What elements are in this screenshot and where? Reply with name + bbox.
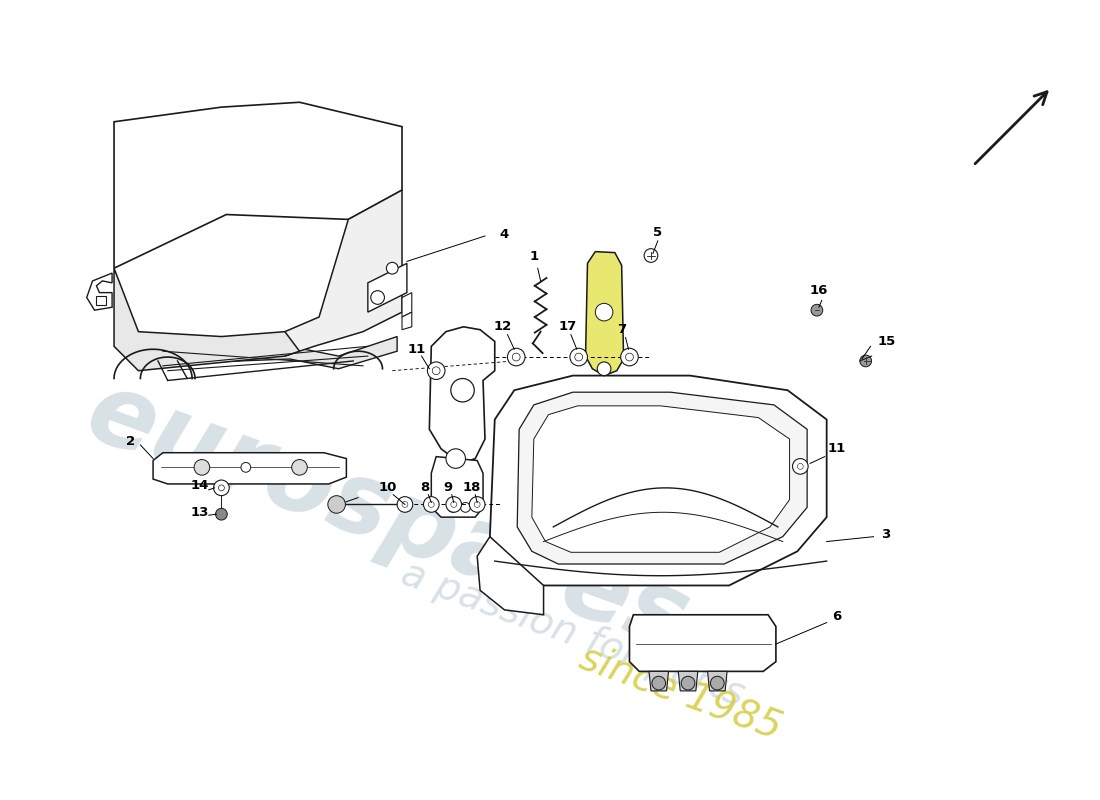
Circle shape (428, 362, 446, 379)
Circle shape (213, 480, 229, 496)
Circle shape (241, 462, 251, 472)
Text: 3: 3 (881, 528, 890, 542)
Text: since 1985: since 1985 (574, 638, 786, 747)
Circle shape (595, 303, 613, 321)
Polygon shape (87, 273, 112, 310)
Circle shape (292, 459, 307, 475)
Circle shape (461, 502, 471, 512)
Text: 16: 16 (810, 284, 828, 297)
Circle shape (792, 458, 808, 474)
Text: 5: 5 (653, 226, 662, 238)
Circle shape (216, 508, 228, 520)
Circle shape (626, 353, 634, 361)
Circle shape (428, 502, 435, 507)
Circle shape (798, 463, 803, 470)
Circle shape (513, 353, 520, 361)
Circle shape (474, 502, 480, 507)
Text: 9: 9 (443, 482, 452, 494)
Circle shape (371, 290, 384, 304)
Polygon shape (114, 102, 402, 268)
Text: 11: 11 (407, 342, 426, 356)
Circle shape (328, 496, 345, 514)
Polygon shape (477, 537, 543, 614)
Circle shape (446, 497, 462, 512)
Circle shape (386, 262, 398, 274)
Polygon shape (402, 312, 411, 330)
Polygon shape (707, 671, 727, 691)
Polygon shape (629, 614, 776, 671)
Circle shape (470, 497, 485, 512)
Circle shape (402, 502, 408, 507)
Polygon shape (429, 326, 495, 463)
Circle shape (711, 676, 724, 690)
Polygon shape (114, 268, 299, 370)
Circle shape (597, 362, 611, 375)
Circle shape (451, 378, 474, 402)
Circle shape (570, 348, 587, 366)
Text: 13: 13 (190, 506, 209, 518)
Text: 6: 6 (832, 610, 842, 623)
Polygon shape (97, 295, 107, 306)
Polygon shape (531, 406, 790, 552)
Circle shape (448, 502, 458, 512)
Circle shape (432, 367, 440, 374)
Polygon shape (431, 457, 483, 517)
Circle shape (397, 497, 412, 512)
Polygon shape (153, 453, 346, 484)
Circle shape (507, 348, 525, 366)
Circle shape (811, 304, 823, 316)
Text: 1: 1 (529, 250, 538, 263)
Polygon shape (139, 337, 397, 369)
Text: 18: 18 (462, 482, 481, 494)
Polygon shape (367, 263, 407, 312)
Polygon shape (585, 252, 624, 375)
Polygon shape (490, 375, 827, 586)
Polygon shape (649, 671, 669, 691)
Circle shape (194, 459, 210, 475)
Circle shape (219, 485, 224, 490)
Text: 11: 11 (827, 442, 846, 455)
Text: 15: 15 (878, 335, 896, 348)
Text: eurospares: eurospares (74, 363, 701, 671)
Polygon shape (285, 190, 402, 356)
Text: 2: 2 (126, 434, 135, 447)
Circle shape (451, 502, 456, 507)
Circle shape (446, 449, 465, 468)
Polygon shape (517, 392, 807, 564)
Text: 8: 8 (420, 482, 429, 494)
Polygon shape (679, 671, 697, 691)
Circle shape (652, 676, 666, 690)
Text: a passion for parts: a passion for parts (396, 554, 750, 714)
Circle shape (424, 497, 439, 512)
Text: 4: 4 (499, 227, 509, 241)
Text: 7: 7 (617, 323, 626, 336)
Text: 17: 17 (559, 320, 578, 334)
Text: 12: 12 (494, 320, 512, 334)
Circle shape (681, 676, 695, 690)
Text: 10: 10 (378, 482, 397, 494)
Polygon shape (402, 293, 411, 317)
Circle shape (645, 249, 658, 262)
Circle shape (860, 355, 871, 367)
Circle shape (620, 348, 638, 366)
Text: 14: 14 (190, 479, 209, 493)
Circle shape (575, 353, 583, 361)
